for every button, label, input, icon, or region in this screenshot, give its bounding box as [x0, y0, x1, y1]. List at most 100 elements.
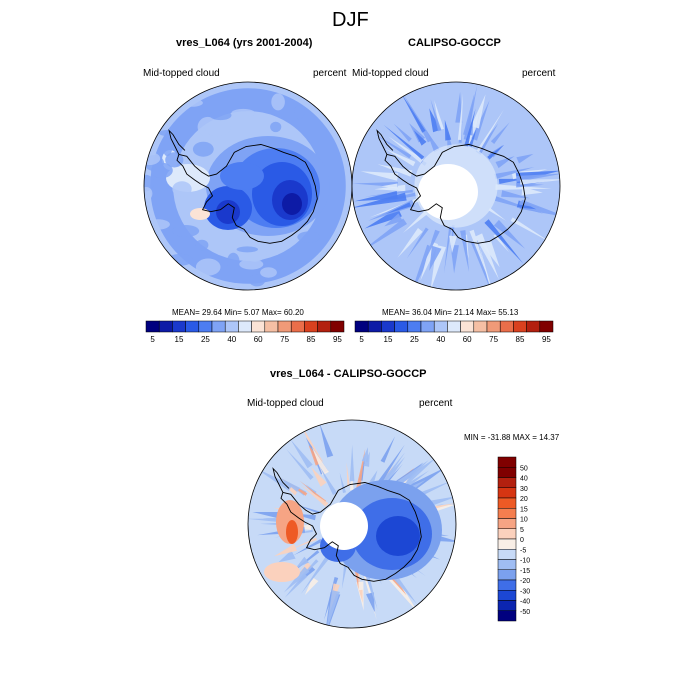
colorbar-tick-label: 25 — [201, 335, 210, 344]
colorbar-swatch — [497, 559, 517, 570]
field-contour — [493, 233, 509, 253]
field-contour — [304, 577, 319, 595]
field-contour — [519, 199, 560, 218]
colorbar-swatch — [172, 320, 186, 333]
field-contour — [204, 120, 231, 137]
field-contour — [464, 108, 476, 148]
colorbar-swatch — [433, 320, 448, 333]
colorbar-tick-label: 5 — [520, 527, 524, 534]
colorbar-swatch — [497, 518, 517, 529]
colorbar-tick-label: 25 — [410, 335, 419, 344]
field-contour — [209, 110, 232, 121]
colorbar-swatch — [497, 610, 517, 622]
field-contour — [286, 520, 298, 544]
colorbar-tick-label: 5 — [359, 335, 364, 344]
map-border — [351, 81, 561, 291]
colorbar-swatch — [497, 538, 517, 550]
field-contour — [195, 258, 221, 276]
page-title: DJF — [332, 9, 369, 31]
panel3-units-label: percent — [419, 398, 453, 409]
colorbar-tick-label: 10 — [520, 517, 528, 524]
field-contour — [388, 136, 424, 163]
field-contour — [393, 123, 412, 142]
colorbar-swatch — [497, 456, 517, 468]
field-contour — [270, 121, 282, 133]
field-contour — [310, 466, 327, 487]
field-contour — [471, 94, 486, 129]
colorbar-swatch — [447, 320, 461, 333]
field-contour — [403, 94, 433, 143]
colorbar-swatch — [185, 320, 200, 333]
field-contour — [144, 187, 153, 201]
field-contour — [383, 124, 425, 160]
colorbar-panel-2: 5 15 25 40 60 75 85 95 — [354, 320, 554, 344]
field-contour — [476, 109, 504, 152]
field-contour — [403, 210, 428, 233]
colorbar-swatch — [497, 497, 517, 509]
colorbar-swatch — [499, 320, 514, 333]
field-contour — [165, 152, 184, 168]
field-contour — [300, 554, 331, 595]
field-contour — [293, 503, 320, 514]
colorbar-tick-label: 85 — [516, 335, 525, 344]
field-contour — [227, 252, 240, 270]
field-contour — [501, 190, 530, 199]
colorbar-swatch — [539, 320, 554, 333]
field-contour — [216, 200, 240, 224]
colorbar-swatch — [317, 320, 332, 333]
colorbar-swatch — [497, 549, 517, 560]
field-contour — [220, 162, 264, 190]
field-contour — [460, 230, 469, 272]
field-contour — [386, 572, 419, 613]
colorbar-swatch — [211, 320, 226, 333]
field-contour — [359, 589, 363, 603]
map-border — [247, 419, 457, 629]
colorbar-swatch — [486, 320, 501, 333]
colorbar-swatch — [145, 320, 160, 333]
colorbar-swatch — [420, 320, 435, 333]
field-contour — [381, 183, 398, 189]
colorbar-swatch — [497, 487, 517, 499]
field-contour — [369, 470, 378, 484]
colorbar-tick-label: 15 — [520, 506, 528, 513]
field-contour — [144, 174, 155, 192]
field-contour — [406, 227, 429, 259]
field-contour — [300, 485, 329, 507]
field-contour — [346, 462, 350, 486]
field-contour — [190, 208, 210, 220]
field-contour — [359, 218, 407, 253]
colorbar-tick-label: -20 — [520, 578, 530, 585]
field-contour — [426, 131, 440, 153]
panel2-variable-label: Mid-topped cloud — [352, 68, 429, 79]
colorbar-swatch — [497, 477, 517, 488]
colorbar-tick-label: 85 — [307, 335, 316, 344]
coastline — [384, 144, 526, 244]
colorbar-swatch — [497, 528, 517, 540]
colorbar-swatch — [264, 320, 279, 333]
field-contour — [231, 108, 256, 118]
field-contour — [195, 239, 209, 251]
coastline-peninsula — [168, 129, 186, 155]
field-contour — [242, 243, 267, 262]
field-contour — [381, 452, 405, 484]
colorbar-tick-label: 15 — [175, 335, 184, 344]
field-contour — [430, 99, 442, 132]
colorbar-swatch — [158, 320, 173, 333]
field-contour — [403, 457, 437, 485]
panel1-stats: MEAN= 29.64 Min= 5.07 Max= 60.20 — [172, 308, 304, 317]
colorbar-tick-label: 75 — [489, 335, 498, 344]
colorbar-swatch — [513, 320, 527, 333]
colorbar-tick-label: 60 — [463, 335, 472, 344]
field-contour — [385, 202, 412, 215]
field-contour — [274, 543, 297, 557]
field-contour — [363, 451, 370, 467]
field-contour — [430, 245, 446, 290]
panel1-title: vres_L064 (yrs 2001-2004) — [176, 37, 313, 49]
field-contour — [376, 516, 420, 556]
field-contour — [352, 192, 407, 209]
field-contour — [468, 129, 477, 147]
colorbar-panel-1: 5 15 25 40 60 75 85 95 — [145, 320, 345, 344]
colorbar-swatch — [460, 320, 475, 333]
